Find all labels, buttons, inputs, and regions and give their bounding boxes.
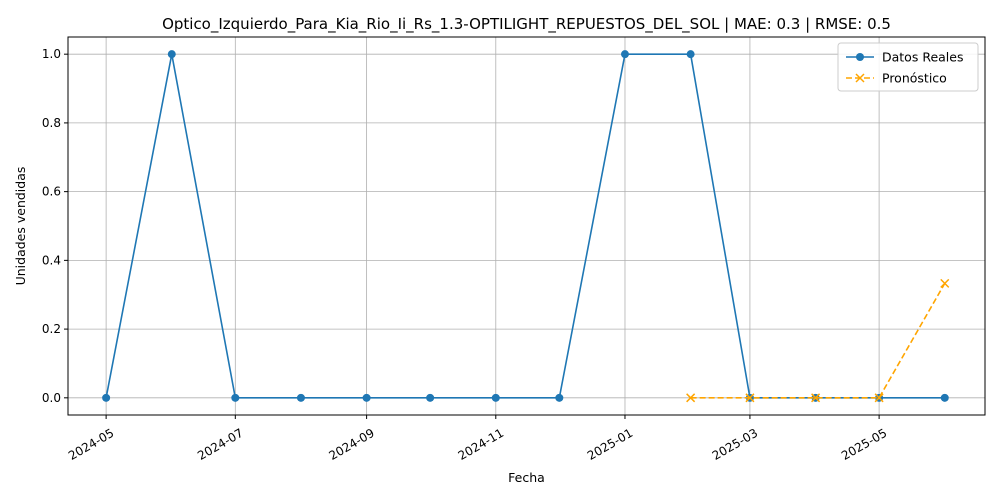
legend-item: Datos Reales <box>846 50 963 65</box>
data-point <box>362 393 371 402</box>
legend-marker <box>856 53 864 61</box>
legend: Datos Reales Pronóstico <box>837 42 979 92</box>
y-axis-label: Unidades vendidas <box>13 167 28 286</box>
legend-box <box>837 42 979 92</box>
x-axis-label: Fecha <box>508 470 545 485</box>
data-point <box>491 393 500 402</box>
y-tick-label: 0.6 <box>42 185 61 199</box>
y-tick-label: 1.0 <box>42 47 61 61</box>
grid <box>68 37 985 415</box>
data-point <box>296 393 305 402</box>
data-point <box>686 50 695 59</box>
series-line <box>105 53 945 399</box>
data-point <box>620 50 629 59</box>
data-point <box>811 393 821 403</box>
legend-marker <box>855 73 865 83</box>
series-1 <box>686 278 950 403</box>
data-point <box>167 50 176 59</box>
y-tick-label: 0.4 <box>42 253 61 267</box>
plot-frame <box>67 36 986 416</box>
data-point <box>745 393 755 403</box>
y-tick-label: 0.8 <box>42 116 61 130</box>
data-point <box>940 393 949 402</box>
legend-label: Pronóstico <box>882 71 947 86</box>
data-point <box>231 393 240 402</box>
data-point <box>940 278 950 288</box>
legend-item: Pronóstico <box>846 71 947 86</box>
data-point <box>102 393 111 402</box>
y-tick-label: 0.0 <box>42 391 61 405</box>
data-point <box>686 393 696 403</box>
data-point <box>874 393 884 403</box>
data-point <box>555 393 564 402</box>
chart-title: Optico_Izquierdo_Para_Kia_Rio_Ii_Rs_1.3-… <box>162 15 891 34</box>
y-tick-label: 0.2 <box>42 322 61 336</box>
y-axis-ticks: 0.0 0.2 0.4 0.6 0.8 1.0 <box>42 47 68 405</box>
series-line <box>690 282 946 399</box>
series-layer <box>102 50 950 403</box>
data-point <box>426 393 435 402</box>
legend-label: Datos Reales <box>882 50 963 65</box>
